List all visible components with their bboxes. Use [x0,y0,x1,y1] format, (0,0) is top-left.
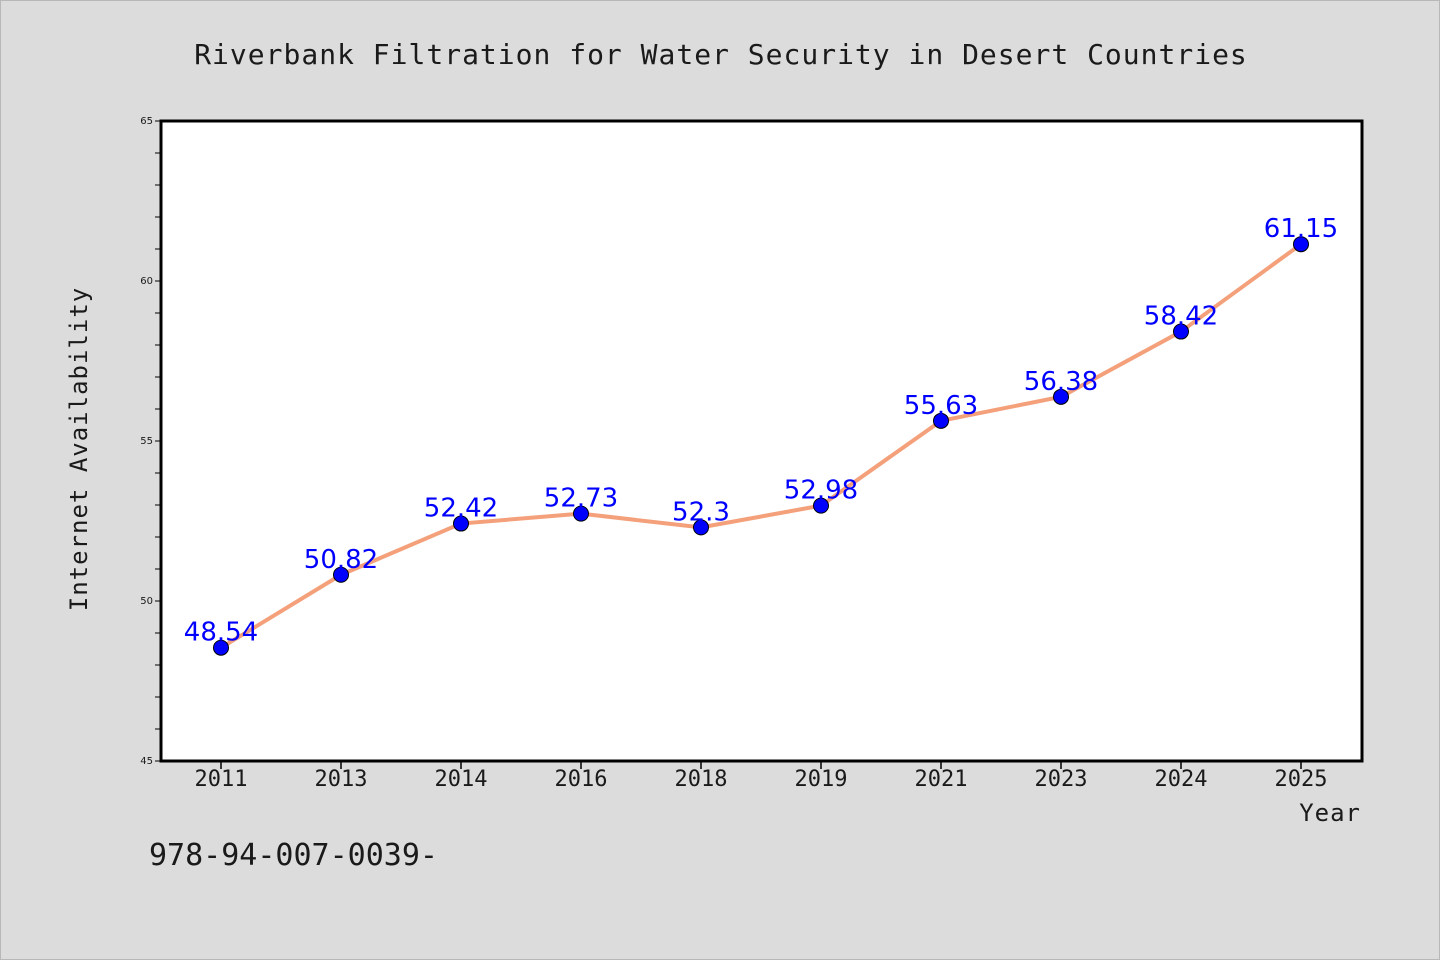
x-tick-label: 2011 [195,767,248,792]
data-label: 52.3 [672,497,730,527]
y-tick-label: 45 [140,756,153,767]
footnote-text: 978-94-007-0039- [149,838,438,873]
data-point [693,519,709,536]
data-label: 61.15 [1264,214,1338,244]
data-point [1053,388,1069,405]
y-minor-ticks [155,152,161,730]
plot-area [159,119,1364,763]
data-point [333,566,349,583]
y-tick-label: 60 [140,276,153,287]
x-tick-label: 2014 [435,767,488,792]
x-tick-label: 2013 [315,767,368,792]
y-tick-label: 55 [140,436,153,447]
y-tick-label: 65 [140,116,153,127]
series-line-group: 48.54 50.82 52.42 52.73 52.3 52.98 55.63 56.38 5… [184,214,1338,656]
data-point [813,497,829,514]
x-tick-label: 2024 [1155,767,1208,792]
x-tick-label: 2018 [675,767,728,792]
data-label: 55.63 [904,391,978,421]
x-tick-label: 2025 [1275,767,1328,792]
data-label: 56.38 [1024,367,1098,397]
x-tick-label: 2021 [915,767,968,792]
data-point [213,639,229,656]
x-tick-label: 2023 [1035,767,1088,792]
data-label: 48.54 [184,618,258,648]
chart-title: Riverbank Filtration for Water Security … [194,38,1248,71]
data-label: 52.98 [784,476,858,506]
data-point [1293,236,1309,253]
data-point [453,515,469,532]
x-axis-label: Year [1299,799,1361,827]
y-axis-label: Internet Availability [65,287,93,611]
y-tick-label: 50 [140,596,153,607]
data-point [573,505,589,522]
series-line [219,242,1303,650]
data-label: 52.42 [424,494,498,524]
data-point [1173,323,1189,340]
y-axis-ticks: 45 50 55 60 65 [140,116,161,767]
data-label: 50.82 [304,545,378,575]
data-point [933,412,949,429]
data-label: 52.73 [544,484,618,514]
x-tick-label: 2019 [795,767,848,792]
x-axis-ticks: 2011 2013 2014 2016 2018 2019 2021 2023 2024 2025 [195,761,1328,792]
data-label: 58.42 [1144,302,1218,332]
x-tick-label: 2016 [555,767,608,792]
